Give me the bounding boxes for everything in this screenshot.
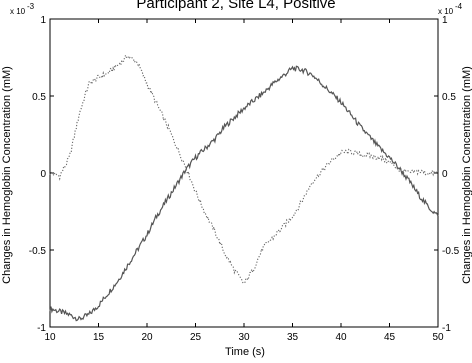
- y-tick-label-right: 0.5: [442, 92, 456, 103]
- series-line-solid: [49, 65, 439, 322]
- y-tick-label-right: -0.5: [442, 246, 460, 257]
- svg-text:-4: -4: [455, 2, 463, 11]
- y-tick-label-left: -1: [37, 323, 46, 334]
- y-tick-label-left: 0: [40, 169, 46, 180]
- x-tick-label: 40: [335, 332, 347, 343]
- y-tick-label-right: -1: [442, 323, 451, 334]
- y-axis-label-left: Changes in Hemoglobin Concentration (mM): [1, 66, 13, 284]
- y-tick-label-right: 1: [442, 15, 448, 26]
- series-group: [49, 53, 439, 322]
- x-tick-label: 25: [190, 332, 202, 343]
- x-axis-label: Time (s): [225, 346, 265, 358]
- series-line-dotted: [49, 53, 439, 284]
- svg-text:-3: -3: [27, 2, 35, 11]
- y-tick-label-left: 1: [40, 15, 46, 26]
- chart-title: Participant 2, Site L4, Positive: [136, 0, 335, 12]
- x-tick-label: 20: [141, 332, 153, 343]
- tick-marks: [49, 18, 439, 328]
- plot-area-frame: [49, 18, 439, 328]
- tick-labels: 10 15 20 25 30 35 40 45 50-1-0.500.51-1-0.500.51: [29, 15, 460, 343]
- x-tick-label: 30: [238, 332, 250, 343]
- svg-text:x 10: x 10: [10, 7, 26, 16]
- x-tick-label: 35: [287, 332, 299, 343]
- x-tick-label: 50: [432, 332, 444, 343]
- y-axis-label-right: Changes in Hemoglobin Concentration (mM): [461, 66, 472, 284]
- y-tick-label-right: 0: [442, 169, 448, 180]
- x-tick-label: 15: [93, 332, 105, 343]
- y-tick-label-left: 0.5: [32, 92, 46, 103]
- right-multiplier: x 10 -4: [438, 2, 463, 16]
- x-tick-label: 10: [44, 332, 56, 343]
- y-tick-label-left: -0.5: [29, 246, 47, 257]
- left-multiplier: x 10 -3: [10, 2, 35, 16]
- x-tick-label: 45: [384, 332, 396, 343]
- svg-text:x 10: x 10: [438, 7, 454, 16]
